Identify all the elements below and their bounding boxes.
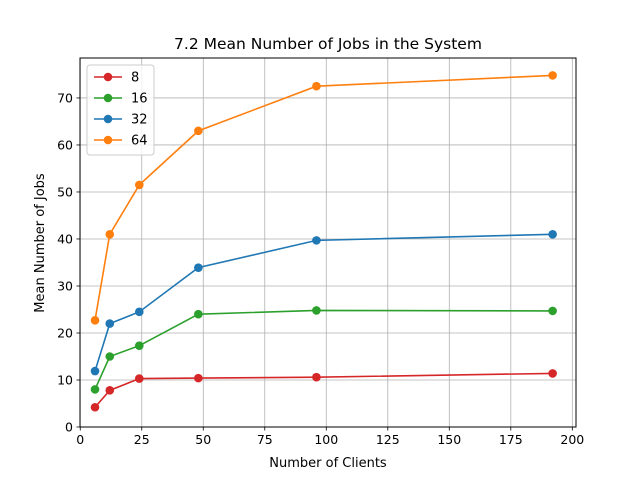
y-tick-label: 40 xyxy=(57,231,73,246)
y-tick-label: 0 xyxy=(65,420,73,435)
data-point xyxy=(194,263,203,272)
legend-marker xyxy=(103,135,113,145)
legend-item-8: 8 xyxy=(94,71,139,86)
series-line xyxy=(94,309,553,390)
series-16 xyxy=(90,306,557,394)
legend-item-16: 16 xyxy=(94,92,148,107)
data-point xyxy=(312,372,321,382)
legend-label: 16 xyxy=(131,92,148,107)
legend-label: 8 xyxy=(131,71,139,86)
legend-marker xyxy=(103,93,113,103)
x-tick-label: 150 xyxy=(437,432,461,447)
data-point xyxy=(90,402,100,412)
y-tick-label: 10 xyxy=(57,372,73,387)
data-point xyxy=(134,374,144,383)
legend-item-64: 64 xyxy=(94,134,148,149)
x-tick-label: 25 xyxy=(134,432,150,447)
data-point xyxy=(548,229,557,239)
data-point xyxy=(194,126,203,136)
data-point xyxy=(194,309,203,319)
data-point xyxy=(105,319,115,328)
legend-item-32: 32 xyxy=(94,113,148,128)
series-line xyxy=(94,74,553,321)
axis-ticks: 0 25 50 75 100 125 150 175 200 0 10 20 30 40 50 60 70 xyxy=(57,90,584,447)
series-group xyxy=(90,71,557,412)
x-tick-label: 75 xyxy=(257,432,273,447)
plot-frame xyxy=(79,57,577,428)
data-point xyxy=(312,81,321,91)
series-32 xyxy=(90,229,557,376)
data-point xyxy=(194,373,203,383)
y-axis-label: Mean Number of Jobs xyxy=(33,173,48,313)
data-point xyxy=(548,306,557,316)
data-point xyxy=(105,386,115,395)
x-tick-label: 100 xyxy=(314,432,338,447)
data-point xyxy=(90,315,100,325)
data-point xyxy=(105,229,115,239)
y-tick-label: 50 xyxy=(57,184,73,199)
chart-title: 7.2 Mean Number of Jobs in the System xyxy=(174,35,482,53)
data-point xyxy=(90,385,100,394)
legend-label: 64 xyxy=(131,134,148,149)
legend: 8 16 32 64 xyxy=(86,64,155,156)
x-tick-label: 125 xyxy=(376,432,400,447)
legend-label: 32 xyxy=(131,113,148,128)
y-tick-label: 70 xyxy=(57,90,73,105)
legend-box xyxy=(86,64,155,156)
y-tick-label: 30 xyxy=(57,278,73,293)
data-point xyxy=(105,352,115,361)
legend-marker xyxy=(103,72,113,82)
y-tick-label: 60 xyxy=(57,137,73,152)
y-tick-label: 20 xyxy=(57,325,73,340)
data-point xyxy=(548,369,557,378)
x-tick-label: 50 xyxy=(195,432,211,447)
x-tick-label: 0 xyxy=(76,432,84,447)
data-point xyxy=(90,366,100,376)
series-line xyxy=(94,233,553,372)
data-point xyxy=(134,307,144,317)
x-axis-label: Number of Clients xyxy=(269,456,387,471)
legend-marker xyxy=(103,114,113,124)
data-point xyxy=(312,236,321,245)
data-point xyxy=(548,71,557,80)
series-8 xyxy=(90,369,557,412)
data-point xyxy=(134,180,144,190)
series-line xyxy=(94,372,553,408)
x-tick-label: 200 xyxy=(560,432,584,447)
series-64 xyxy=(90,71,557,325)
data-point xyxy=(312,306,321,315)
x-tick-label: 175 xyxy=(499,432,523,447)
data-point xyxy=(134,341,144,350)
